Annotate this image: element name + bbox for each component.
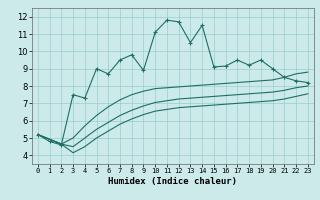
- X-axis label: Humidex (Indice chaleur): Humidex (Indice chaleur): [108, 177, 237, 186]
